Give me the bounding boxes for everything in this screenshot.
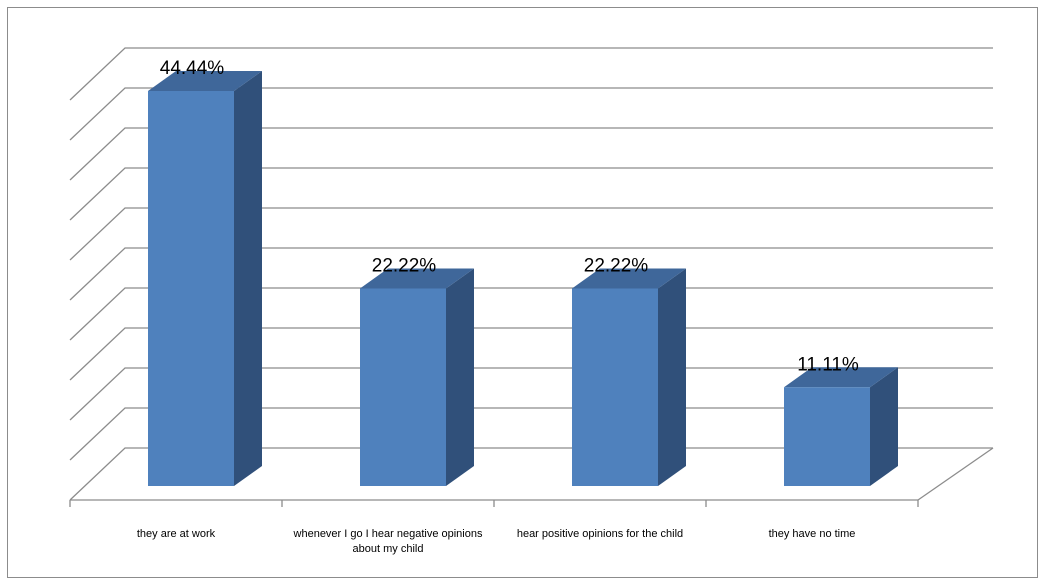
- bar-front: [572, 288, 658, 486]
- gridline: [69, 327, 993, 381]
- data-label: 22.22%: [584, 256, 649, 277]
- data-label: 11.11%: [797, 354, 859, 375]
- gridline: [69, 207, 993, 261]
- bar-front: [784, 387, 870, 486]
- gridline: [69, 167, 993, 221]
- data-label: 22.22%: [372, 256, 437, 277]
- bar-top: [572, 268, 686, 289]
- bar-side: [446, 268, 474, 486]
- bar-top: [784, 367, 898, 388]
- bar: [784, 367, 898, 486]
- bar: [572, 268, 686, 486]
- gridline: [69, 407, 993, 461]
- bar: [360, 268, 474, 486]
- x-tick-label: they are at work: [136, 528, 216, 540]
- bar: [148, 71, 262, 486]
- bar-side: [870, 367, 898, 486]
- bar-side: [234, 71, 262, 486]
- gridline: [69, 367, 993, 421]
- x-tick-label: they have no time: [768, 528, 856, 540]
- gridline: [69, 247, 993, 301]
- gridline: [69, 287, 993, 341]
- gridlines: [69, 47, 993, 501]
- gridline: [69, 47, 993, 101]
- gridline: [69, 127, 993, 181]
- gridline: [69, 447, 993, 501]
- bar-top: [360, 268, 474, 289]
- bar-top: [148, 71, 262, 91]
- gridline: [69, 87, 993, 141]
- data-label: 44.44%: [160, 58, 225, 79]
- x-tick-label: whenever I go I hear negative opinions a…: [293, 528, 483, 555]
- bar-side: [658, 268, 686, 486]
- x-tick-label: hear positive opinions for the child: [516, 528, 684, 540]
- floor-edge: [917, 447, 994, 501]
- bar-front: [360, 288, 446, 486]
- bar-front: [148, 91, 234, 486]
